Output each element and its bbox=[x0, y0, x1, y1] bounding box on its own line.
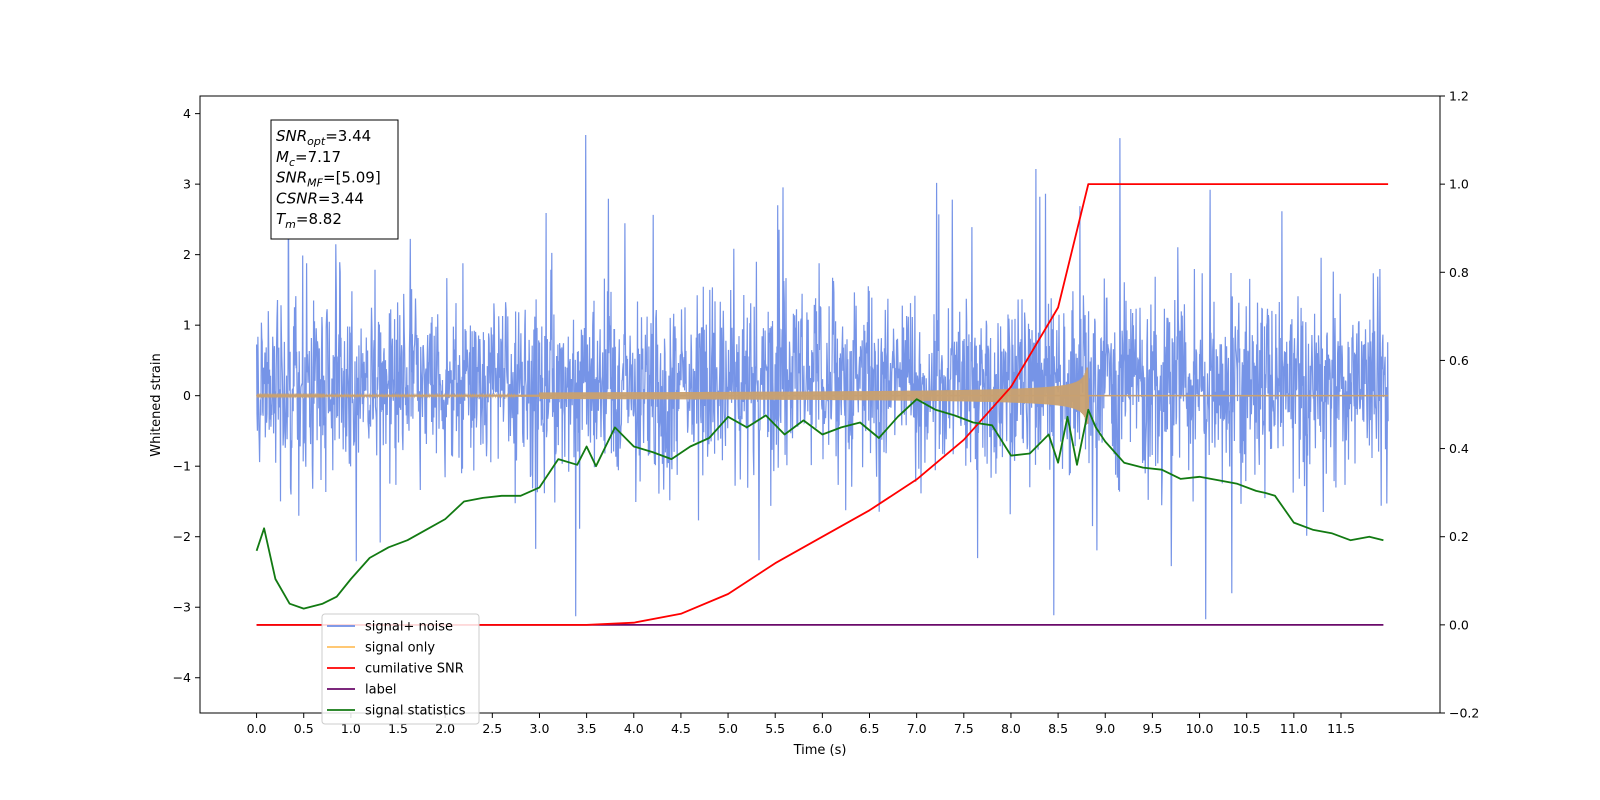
x-tick-label: 10.0 bbox=[1186, 721, 1214, 736]
y-axis-right: −0.2 0.0 0.2 0.4 0.6 0.8 1.0 1.2 bbox=[1440, 89, 1479, 721]
x-tick-label: 11.0 bbox=[1280, 721, 1308, 736]
x-tick-label: 10.5 bbox=[1233, 721, 1261, 736]
x-tick-label: 8.5 bbox=[1048, 721, 1068, 736]
x-tick-label: 6.0 bbox=[812, 721, 832, 736]
y-tick-label: 2 bbox=[183, 247, 191, 262]
x-tick-label: 4.5 bbox=[671, 721, 691, 736]
y-tick-label: 3 bbox=[183, 177, 191, 192]
x-axis: 0.0 0.5 1.0 1.5 2.0 2.5 3.0 3.5 4.0 4.5 5.0 5.5 6.0 6… bbox=[247, 713, 1355, 736]
legend-label: signal only bbox=[365, 641, 435, 656]
x-tick-label: 3.5 bbox=[577, 721, 597, 736]
x-tick-label: 8.0 bbox=[1001, 721, 1021, 736]
x-tick-label: 1.5 bbox=[388, 721, 408, 736]
x-tick-label: 2.5 bbox=[482, 721, 502, 736]
x-tick-label: 6.5 bbox=[860, 721, 880, 736]
info-line: Tm=8.82 bbox=[276, 210, 342, 231]
y-tick-label: −3 bbox=[173, 600, 191, 615]
y2-tick-label: 1.0 bbox=[1449, 177, 1469, 192]
series-signal-statistics bbox=[255, 398, 1384, 610]
y-tick-label: 4 bbox=[183, 106, 191, 121]
x-tick-label: 7.0 bbox=[907, 721, 927, 736]
x-tick-label: 4.0 bbox=[624, 721, 644, 736]
y2-tick-label: 0.6 bbox=[1449, 353, 1469, 368]
x-tick-label: 0.0 bbox=[247, 721, 267, 736]
x-tick-label: 11.5 bbox=[1327, 721, 1355, 736]
plot-frame bbox=[199, 95, 1441, 714]
legend-label: signal statistics bbox=[365, 704, 466, 719]
legend: signal+ noise signal only cumilative SNR la… bbox=[321, 613, 480, 725]
y2-tick-label: 0.4 bbox=[1449, 441, 1469, 456]
series-signal-noise bbox=[256, 134, 1389, 620]
y2-tick-label: 0.8 bbox=[1449, 265, 1469, 280]
x-tick-label: 3.0 bbox=[530, 721, 550, 736]
x-tick-label: 7.5 bbox=[954, 721, 974, 736]
y-tick-label: 0 bbox=[183, 388, 191, 403]
y2-tick-label: 0.0 bbox=[1449, 617, 1469, 632]
y-tick-label: −4 bbox=[173, 670, 191, 685]
x-tick-label: 2.0 bbox=[435, 721, 455, 736]
y-tick-label: 1 bbox=[183, 318, 191, 333]
plot-area bbox=[255, 134, 1389, 626]
x-axis-title: Time (s) bbox=[793, 743, 847, 758]
x-tick-label: 5.0 bbox=[718, 721, 738, 736]
legend-frame bbox=[321, 613, 480, 725]
legend-label: label bbox=[365, 683, 396, 698]
y2-tick-label: 1.2 bbox=[1449, 89, 1469, 104]
y2-tick-label: −0.2 bbox=[1449, 706, 1479, 721]
info-line: SNRopt=3.44 bbox=[276, 127, 371, 148]
x-tick-label: 9.0 bbox=[1095, 721, 1115, 736]
x-tick-label: 1.0 bbox=[341, 721, 361, 736]
y-axis-title: Whitened strain bbox=[149, 353, 164, 456]
x-tick-label: 0.5 bbox=[294, 721, 314, 736]
info-line: Mc=7.17 bbox=[276, 148, 341, 169]
info-line: CSNR=3.44 bbox=[276, 189, 364, 207]
y2-tick-label: 0.2 bbox=[1449, 529, 1469, 544]
info-box-frame bbox=[270, 119, 399, 240]
y-tick-label: −2 bbox=[173, 529, 191, 544]
x-tick-label: 9.5 bbox=[1142, 721, 1162, 736]
legend-label: cumilative SNR bbox=[365, 662, 464, 677]
series-cumulative-snr bbox=[256, 183, 1389, 626]
y-axis-left: −4 −3 −2 −1 0 1 2 3 4 bbox=[173, 106, 200, 685]
legend-label: signal+ noise bbox=[365, 620, 453, 635]
x-tick-label: 5.5 bbox=[765, 721, 785, 736]
info-line: SNRMF=[5.09] bbox=[276, 169, 381, 190]
y-tick-label: −1 bbox=[173, 459, 191, 474]
